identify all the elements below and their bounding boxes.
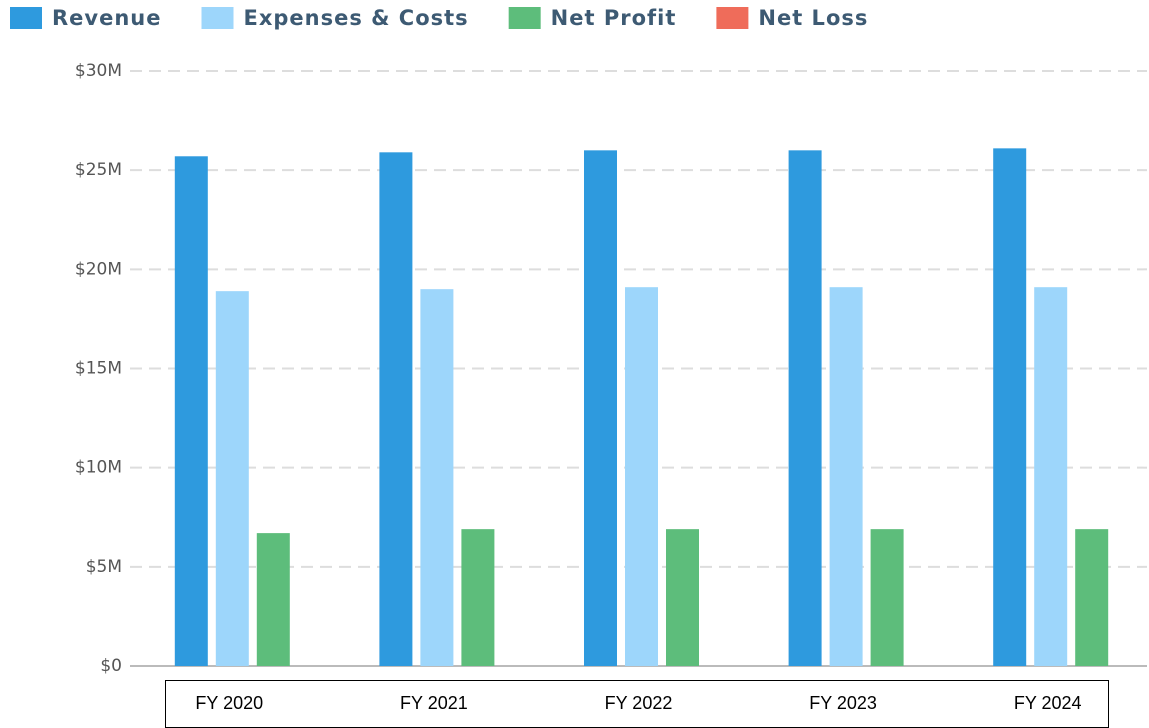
- legend-label: Revenue: [52, 6, 162, 30]
- legend-swatch: [508, 7, 541, 29]
- bar: [829, 287, 863, 666]
- x-tick-label: FY 2020: [195, 693, 263, 713]
- bar: [584, 150, 617, 667]
- y-tick-label: $10M: [75, 458, 122, 478]
- y-tick-label: $0: [100, 656, 122, 676]
- bar: [870, 529, 904, 666]
- bar: [420, 289, 454, 666]
- bar: [666, 529, 699, 666]
- x-tick-label: FY 2023: [809, 693, 877, 713]
- legend-label: Expenses & Costs: [244, 6, 469, 30]
- x-tick-label: FY 2021: [400, 693, 468, 713]
- bar: [788, 150, 822, 667]
- bar: [461, 529, 495, 666]
- legend-swatch: [10, 7, 42, 29]
- legend-swatch: [201, 7, 234, 29]
- legend-label: Net Profit: [551, 6, 677, 30]
- y-tick-label: $5M: [86, 557, 122, 577]
- bar: [215, 291, 249, 666]
- bar: [1075, 529, 1109, 666]
- bar: [625, 287, 658, 666]
- bar: [174, 156, 208, 667]
- y-tick-label: $15M: [75, 359, 122, 379]
- bar: [379, 152, 413, 667]
- x-tick-label: FY 2024: [1014, 693, 1082, 713]
- y-tick-label: $25M: [75, 160, 122, 180]
- y-tick-label: $20M: [75, 259, 122, 279]
- legend-swatch: [716, 7, 749, 29]
- legend-label: Net Loss: [758, 6, 868, 30]
- bar: [993, 148, 1027, 667]
- y-tick-label: $30M: [75, 61, 122, 81]
- bar: [256, 533, 290, 666]
- x-tick-label: FY 2022: [605, 693, 673, 713]
- bar: [1034, 287, 1068, 666]
